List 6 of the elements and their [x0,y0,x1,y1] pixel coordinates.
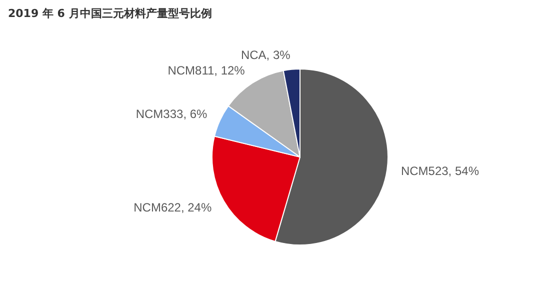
slice-label: NCM523, 54% [400,164,480,178]
slice-label: NCM811, 12% [168,64,246,78]
slice-label: NCM333, 6% [136,106,208,121]
slice-label: NCA, 3% [240,48,291,62]
slice-label: NCM622, 24% [134,200,212,214]
chart-title: 2019 年 6 月中国三元材料产量型号比例 [8,6,212,21]
